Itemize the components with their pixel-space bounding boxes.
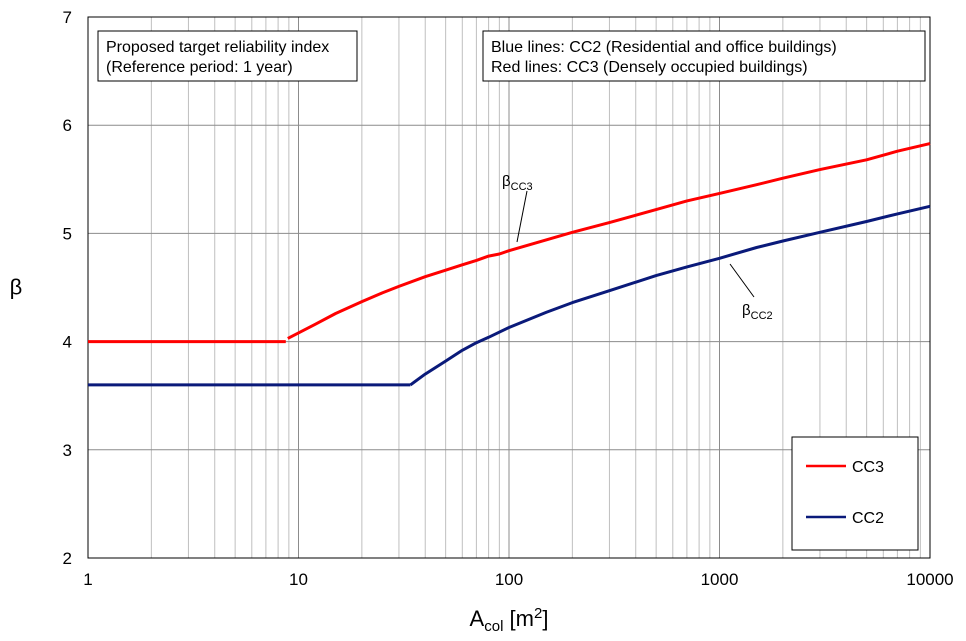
series-lines: [88, 142, 931, 387]
annotation-cc2-beta: β: [742, 302, 751, 319]
y-tick-label: 2: [63, 549, 72, 568]
annotation-cc2-leader: [729, 263, 755, 298]
y-axis-label: β: [10, 275, 23, 300]
x-tick-label: 10000: [906, 570, 953, 589]
legend: CC3 CC2: [791, 436, 919, 551]
y-tick-label: 7: [63, 8, 72, 27]
note-left-line-1: Proposed target reliability index: [106, 39, 329, 56]
x-axis-label-main: A: [470, 606, 485, 631]
series-line-cc2: [409, 204, 931, 387]
x-axis-label-unit-pre: [m: [503, 606, 534, 631]
x-axis-label-unit-post: ]: [542, 606, 548, 631]
annotation-cc2-label: βCC2: [742, 302, 773, 322]
annotation-cc3-beta: β: [502, 173, 511, 190]
plot-frame: [87, 16, 931, 559]
annotation-cc3-label: βCC3: [502, 173, 533, 193]
note-box-right-frame: [482, 30, 926, 82]
x-axis-label-sub: col: [484, 618, 503, 635]
y-tick-label: 6: [63, 116, 72, 135]
x-tick-label: 1: [83, 570, 92, 589]
annotation-cc3-leader: [516, 190, 528, 243]
x-tick-label: 1000: [701, 570, 739, 589]
legend-label-cc3: CC3: [852, 459, 884, 476]
y-tick-labels: 2 3 4 5 6 7: [63, 8, 72, 568]
annotation-cc2: βCC2: [729, 263, 773, 322]
x-tick-label: 10: [289, 570, 308, 589]
annotation-cc3-sub: CC3: [511, 181, 533, 193]
legend-frame: [791, 436, 919, 551]
note-right-line-2: Red lines: CC3 (Densely occupied buildin…: [491, 59, 808, 76]
annotation-cc2-sub: CC2: [751, 310, 773, 322]
y-tick-label: 4: [63, 333, 72, 352]
x-tick-labels: 1 10 100 1000 10000: [83, 570, 953, 589]
x-axis-label-unit-sup: 2: [534, 605, 542, 622]
y-tick-label: 3: [63, 441, 72, 460]
y-tick-label: 5: [63, 224, 72, 243]
note-right-line-1: Blue lines: CC2 (Residential and office …: [491, 39, 837, 56]
x-tick-label: 100: [495, 570, 523, 589]
x-axis-label: Acol [m2]: [470, 605, 549, 635]
note-box-right: Blue lines: CC2 (Residential and office …: [482, 30, 926, 82]
note-box-left-frame: [97, 30, 358, 82]
series-line-cc3: [287, 142, 931, 340]
plot-frame-rect: [87, 16, 931, 559]
note-box-left: Proposed target reliability index (Refer…: [97, 30, 358, 82]
annotation-cc3: βCC3: [502, 173, 533, 243]
note-left-line-2: (Reference period: 1 year): [106, 59, 293, 76]
legend-label-cc2: CC2: [852, 510, 884, 527]
